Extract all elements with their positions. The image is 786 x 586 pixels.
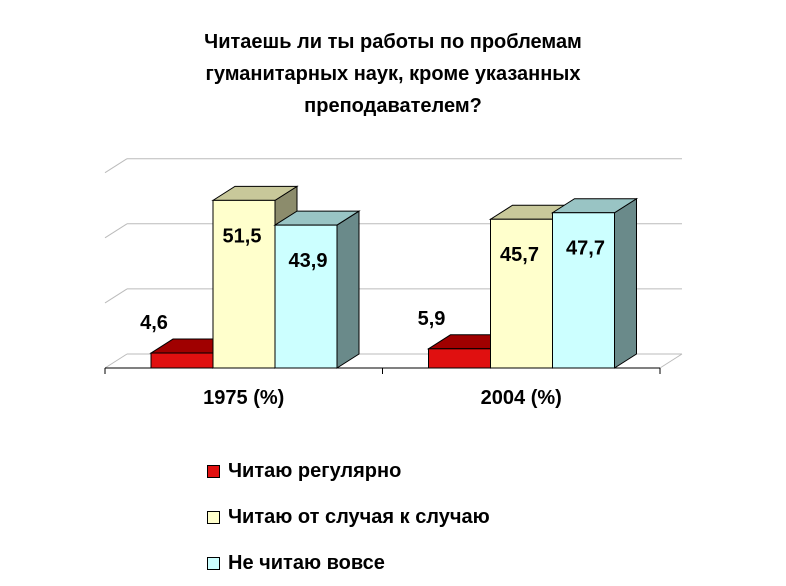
data-label: 51,5 bbox=[223, 225, 262, 247]
gridline-slant bbox=[104, 353, 128, 369]
gridline-slant bbox=[104, 158, 128, 174]
legend: Читаю регулярно Читаю от случая к случаю… bbox=[207, 448, 490, 586]
bar bbox=[150, 352, 214, 369]
legend-swatch-occasionally bbox=[207, 510, 220, 524]
chart-title-line-3: преподавателем? bbox=[304, 95, 482, 117]
legend-swatch-regularly bbox=[207, 464, 220, 478]
bar-side bbox=[336, 210, 360, 369]
data-labels: 4,6 51,5 43,9 5,9 45,7 47,7 bbox=[140, 225, 605, 334]
bar bbox=[212, 199, 276, 369]
category-label: 1975 (%) bbox=[203, 387, 284, 409]
legend-label: Не читаю вовсе bbox=[228, 551, 385, 574]
legend-label: Читаю от случая к случаю bbox=[228, 505, 490, 528]
legend-label: Читаю регулярно bbox=[228, 459, 402, 482]
data-label: 5,9 bbox=[418, 308, 446, 330]
bar-chart: 4,6 51,5 43,9 5,9 45,7 47,7 1975 (%) 2004 (%) bbox=[104, 158, 683, 409]
bar bbox=[552, 212, 615, 369]
category-labels: 1975 (%) 2004 (%) bbox=[203, 387, 562, 409]
bar bbox=[490, 218, 553, 369]
chart-title-line-2: гуманитарных наук, кроме указанных bbox=[205, 63, 581, 85]
bar-side bbox=[614, 197, 637, 369]
legend-swatch-never bbox=[207, 556, 220, 570]
data-label: 43,9 bbox=[289, 250, 328, 272]
chart-title-line-1: Читаешь ли ты работы по проблемам bbox=[204, 31, 582, 53]
gridline-slant bbox=[104, 288, 128, 304]
floor-edge bbox=[659, 353, 683, 369]
bar bbox=[428, 348, 491, 369]
gridline-slant bbox=[104, 223, 128, 239]
legend-item: Читаю регулярно bbox=[207, 448, 490, 494]
data-label: 45,7 bbox=[500, 244, 539, 266]
category-label: 2004 (%) bbox=[481, 387, 562, 409]
chart-title: Читаешь ли ты работы по проблемам гумани… bbox=[0, 26, 786, 122]
data-label: 4,6 bbox=[140, 312, 168, 334]
bar bbox=[274, 224, 338, 369]
legend-item: Читаю от случая к случаю bbox=[207, 494, 490, 540]
legend-item: Не читаю вовсе bbox=[207, 540, 490, 586]
data-label: 47,7 bbox=[566, 238, 605, 260]
bars bbox=[149, 185, 639, 369]
axes bbox=[104, 367, 661, 374]
